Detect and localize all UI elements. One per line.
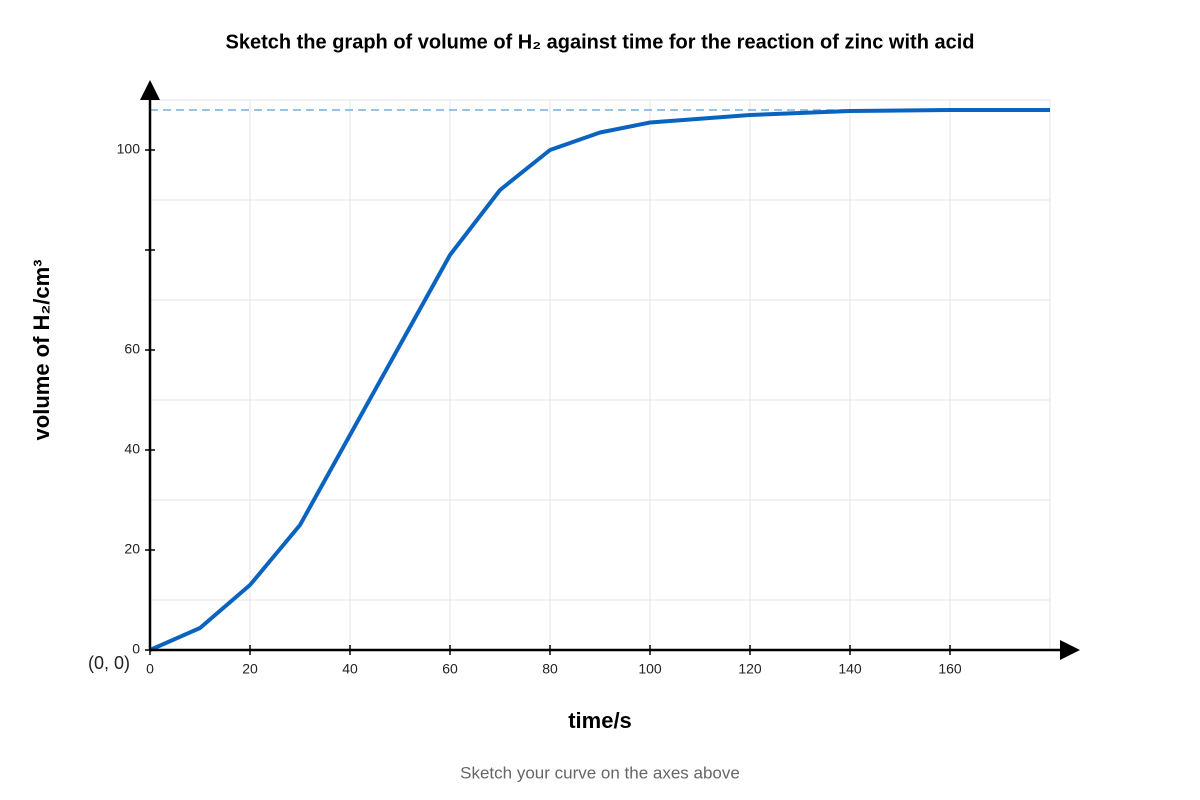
origin-label: (0, 0) <box>88 653 130 673</box>
y-tick-label: 60 <box>124 341 140 357</box>
x-tick-label: 40 <box>342 661 358 677</box>
y-tick-label: 40 <box>124 441 140 457</box>
footer: Sketch your curve on the axes above <box>460 763 740 782</box>
x-axis-arrow <box>1060 640 1080 660</box>
x-tick-label: 60 <box>442 661 458 677</box>
grid <box>150 99 1051 650</box>
x-tick-label: 120 <box>738 661 762 677</box>
data-line <box>149 108 1050 652</box>
chart-title: Sketch the graph of volume of H₂ against… <box>226 31 975 53</box>
x-tick-label: 20 <box>242 661 258 677</box>
plot <box>149 108 1050 652</box>
y-tick-label: 0 <box>132 641 140 657</box>
x-tick-label: 80 <box>542 661 558 677</box>
y-axis-arrow <box>140 80 160 100</box>
x-tick-label: 160 <box>938 661 962 677</box>
y-axis-label: volume of H₂/cm³ <box>29 260 54 441</box>
y-tick-label: 100 <box>117 141 141 157</box>
x-tick-label: 0 <box>146 661 154 677</box>
y-tick-label: 20 <box>124 541 140 557</box>
x-tick-label: 100 <box>638 661 662 677</box>
x-tick-label: 140 <box>838 661 862 677</box>
x-axis-label: time/s <box>568 708 632 733</box>
